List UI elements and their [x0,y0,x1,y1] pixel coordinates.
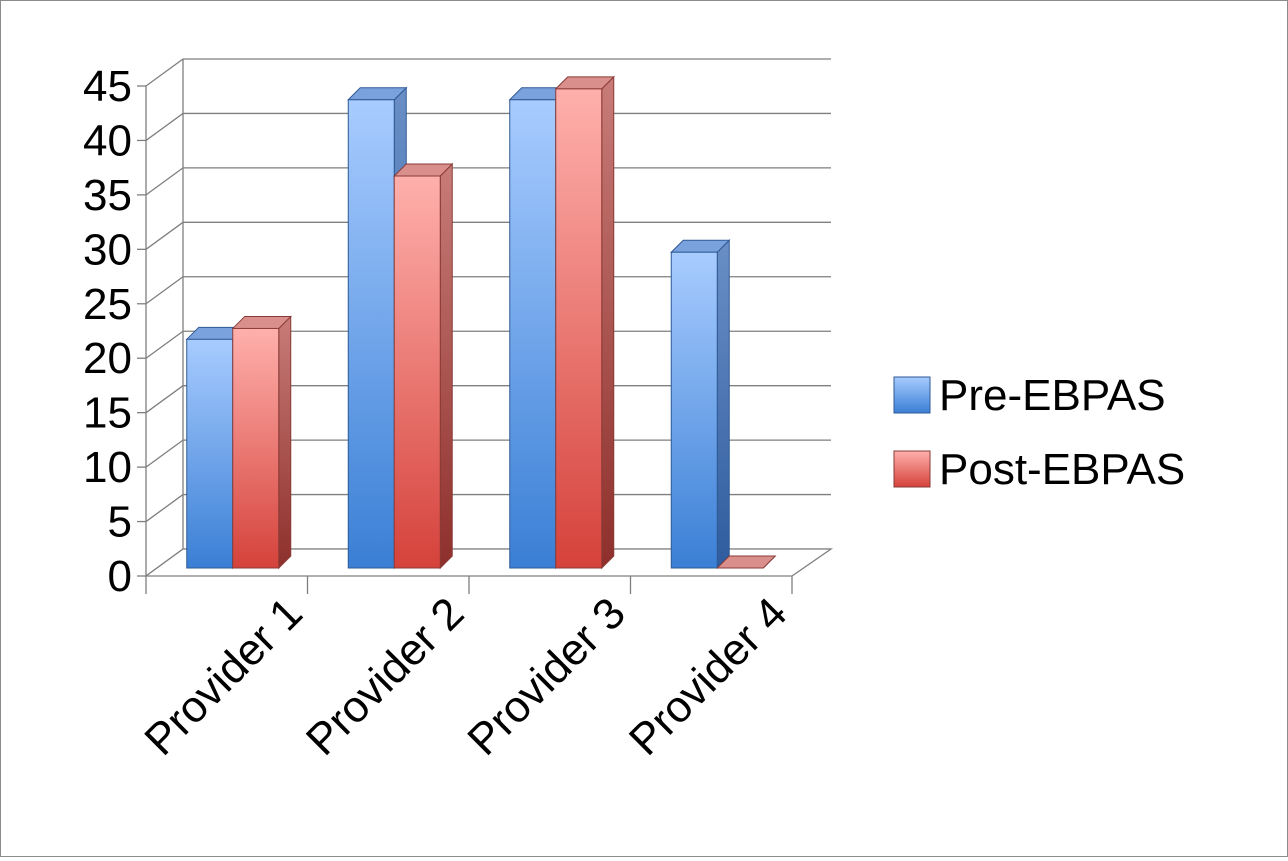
legend-item-pre-ebpas: Pre-EBPAS [893,371,1166,420]
bar-front-face [347,99,395,569]
bar-side-face [278,315,292,570]
bar-side-face [439,162,453,570]
bar-front-face [393,175,441,569]
y-tick-label: 40 [83,116,132,165]
axes [137,59,834,594]
bar-pre-ebpas-4 [670,239,731,570]
x-tick-label: Provider 4 [620,588,796,764]
legend-label: Pre-EBPAS [939,371,1166,420]
y-tick-label: 5 [108,498,132,547]
gridline-side [145,112,184,141]
gridlines [145,58,831,577]
bar-front-face [509,99,557,569]
bar-post-ebpas-1 [231,315,292,570]
gridline-side [145,221,184,250]
bar-front-face [186,338,234,569]
x-tick-label: Provider 2 [297,588,473,764]
bar-post-ebpas-2 [393,162,454,570]
legend-label: Post-EBPAS [939,445,1185,494]
x-tick-label: Provider 1 [135,588,311,764]
y-tick-label: 45 [83,62,132,111]
gridline-side [145,385,184,414]
y-tick-label: 35 [83,171,132,220]
bar-side-face [601,75,615,570]
y-tick-label: 30 [83,225,132,274]
legend-swatch [893,450,931,488]
y-tick-label: 20 [83,334,132,383]
floor [144,548,834,577]
legend: Pre-EBPAS Post-EBPAS [893,371,1185,494]
y-tick-label: 10 [83,443,132,492]
bar-post-ebpas-3 [554,75,615,570]
bar-post-ebpas-4 [716,555,777,569]
legend-swatch [893,376,931,414]
bar-top-face [716,555,777,569]
gridline-side [145,276,184,305]
x-tick-label: Provider 3 [458,588,634,764]
legend-item-post-ebpas: Post-EBPAS [893,445,1185,494]
y-tick-label: 15 [83,389,132,438]
gridline-side [145,167,184,196]
bar-front-face [232,327,280,569]
gridline-side [145,494,184,523]
gridline-side [145,58,184,87]
y-tick-label: 0 [108,552,132,601]
gridline-side [145,439,184,468]
bar-front-face [670,251,718,569]
gridline-side [145,330,184,359]
bar-side-face [716,239,730,570]
bar-front-face [555,88,603,569]
y-tick-label: 25 [83,280,132,329]
bars [185,75,777,570]
